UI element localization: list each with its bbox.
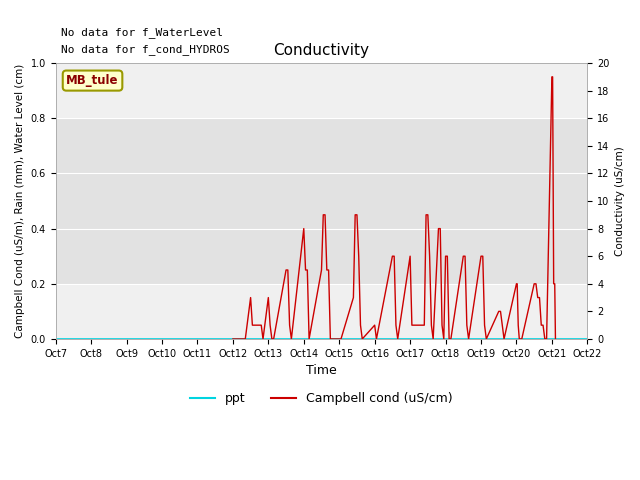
Text: MB_tule: MB_tule xyxy=(67,74,119,87)
Y-axis label: Campbell Cond (uS/m), Rain (mm), Water Level (cm): Campbell Cond (uS/m), Rain (mm), Water L… xyxy=(15,64,25,338)
Bar xyxy=(56,118,588,284)
Title: Conductivity: Conductivity xyxy=(273,43,369,58)
Text: No data for f_cond_HYDROS: No data for f_cond_HYDROS xyxy=(61,44,230,55)
Text: No data for f_WaterLevel: No data for f_WaterLevel xyxy=(61,27,223,38)
Y-axis label: Conductivity (uS/cm): Conductivity (uS/cm) xyxy=(615,146,625,256)
Legend: ppt, Campbell cond (uS/cm): ppt, Campbell cond (uS/cm) xyxy=(186,387,458,410)
X-axis label: Time: Time xyxy=(306,364,337,377)
